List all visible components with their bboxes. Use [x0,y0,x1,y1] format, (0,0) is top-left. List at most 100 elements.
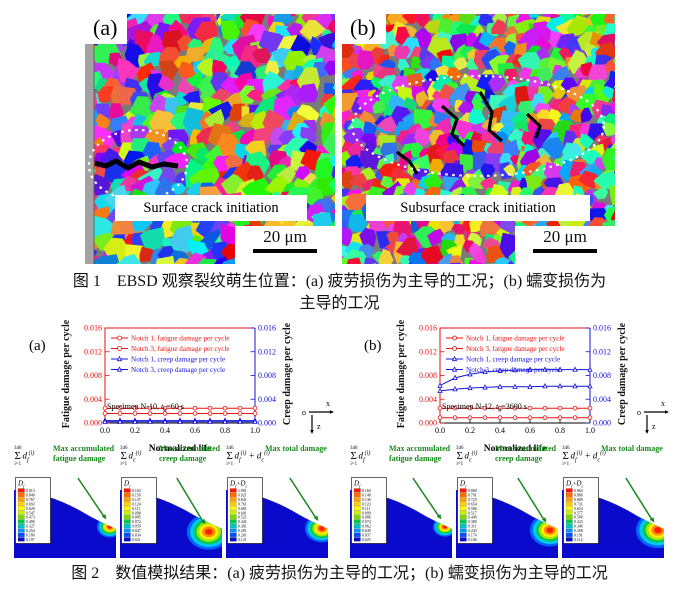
series-marker [117,411,123,416]
svg-text:0.791: 0.791 [468,493,477,497]
svg-text:Df: Df [17,480,25,489]
svg-text:0.191: 0.191 [574,534,583,538]
series-marker [222,405,228,411]
chart-a-panel-label: (a) [29,338,46,354]
svg-text:0.423: 0.423 [574,520,583,524]
panel-b-label: (b) [342,14,386,44]
series-marker [102,418,108,424]
svg-text:1.0: 1.0 [585,426,595,435]
specimen-inset-a-prefix: Specimen N-10, [107,402,161,411]
specimen-inset-b-rest: =3600 s [501,402,527,411]
crack-region-ellipse [350,74,606,178]
contour-plot: Df0.1600.1480.1360.1230.1110.0990.0860.0… [350,476,452,558]
svg-text:0.654: 0.654 [468,502,477,506]
colorbar-legend: Df0.9130.8400.7670.6930.6200.5470.4730.4… [15,477,51,544]
svg-text:0.761: 0.761 [238,502,247,506]
series-marker [572,405,578,411]
series-marker [452,374,458,380]
series-marker [527,383,533,389]
svg-text:Notch 3, fatigue damage per cy: Notch 3, fatigue damage per cycle [466,345,565,353]
contour-plot: Dc0.1630.1500.1370.1240.1110.0980.0850.0… [120,476,222,558]
series-marker [482,384,488,390]
ebsd-image-b: (b) Subsurface crack initiation 20 μm [342,14,615,264]
colorbar-legend: Df+Dc0.9630.8860.8090.7310.6540.5770.500… [563,477,599,544]
scale-bar-text-b: 20 μm [543,227,587,246]
svg-text:0.062: 0.062 [362,525,371,529]
svg-text:0.150: 0.150 [132,493,141,497]
series-marker [497,405,503,411]
annotation-arrow [625,477,654,522]
svg-text:0.311: 0.311 [468,525,477,529]
series-marker [117,418,123,424]
colorbar-legend: Dc0.8600.7910.7230.6540.5860.5170.4490.3… [457,477,493,544]
series-marker [437,387,443,394]
series-marker [467,371,473,377]
series-marker [572,366,578,372]
scale-bar-text-a: 20 μm [263,227,307,246]
svg-text:0.124: 0.124 [132,502,141,506]
svg-text:0.809: 0.809 [574,498,583,502]
svg-text:0.8: 0.8 [555,426,565,435]
damage-chart-a-plot: 0.000 0.000 0.004 0.004 0.008 0.008 0.012 0.012… [84,324,334,435]
coordinate-axes-icon: o x z [302,399,334,434]
series-marker [237,418,243,424]
scale-bar-b: 20 μm [515,226,615,264]
colorbar-legend: Dc0.1630.1500.1370.1240.1110.0980.0850.0… [121,477,157,544]
series-marker [452,385,458,392]
svg-text:Notch 1, creep damage per cycl: Notch 1, creep damage per cycle [466,356,560,364]
svg-text:0.114: 0.114 [574,538,583,542]
series-marker [497,367,503,373]
series-marker [437,415,443,420]
svg-text:x: x [661,399,665,408]
series-marker [497,415,503,420]
series-marker [452,415,458,420]
svg-text:Notch 3, creep damage per cycl: Notch 3, creep damage per cycle [466,366,560,374]
svg-text:0.620: 0.620 [26,507,35,511]
series-marker [542,382,548,389]
svg-text:Df+Dc: Df+Dc [565,480,583,489]
series-marker [512,405,518,411]
contour-plot: Df+Dc0.9630.8860.8090.7310.6540.5770.500… [562,476,664,558]
panel-a-label: (a) [85,14,128,44]
scale-bar-line-b [533,249,597,253]
series-marker [587,415,593,420]
svg-text:0.174: 0.174 [468,534,477,538]
svg-text:0.767: 0.767 [26,498,35,502]
series-marker [252,411,258,416]
scale-bar-a: 20 μm [235,226,335,264]
crack [478,91,504,143]
series-marker [587,382,593,389]
contour-plot: Df0.9130.8400.7670.6930.6200.5470.4730.4… [14,476,116,558]
svg-text:0.008: 0.008 [84,371,102,380]
svg-text:0.137: 0.137 [132,498,141,502]
figure1-caption-line2: 主导的工况 [299,295,380,312]
series-marker [512,366,518,373]
svg-text:o: o [302,408,306,417]
svg-text:0.160: 0.160 [362,489,371,493]
svg-text:0.016: 0.016 [593,324,611,333]
series-marker [207,405,213,411]
svg-text:0.123: 0.123 [362,502,371,506]
series-marker [177,411,183,416]
series-marker [467,405,473,411]
crack-annotation-a: Surface crack initiation [115,195,307,221]
svg-text:Dc: Dc [459,480,467,489]
specimen-inset-b-var: t [496,402,499,411]
max-damage-annotation: Max accumulated creep damage [159,444,221,463]
svg-text:0.654: 0.654 [574,507,583,511]
svg-text:0.6: 0.6 [190,426,200,435]
damage-hotspot [635,512,664,549]
svg-text:0.012: 0.012 [419,347,437,356]
svg-text:0.449: 0.449 [468,516,477,520]
series-marker [527,366,533,372]
annotation-arrow [77,477,106,519]
svg-text:0.201: 0.201 [238,534,247,538]
svg-text:0.016: 0.016 [419,324,437,333]
series-marker [222,411,228,416]
series-marker [542,405,548,411]
series-marker [162,411,168,416]
